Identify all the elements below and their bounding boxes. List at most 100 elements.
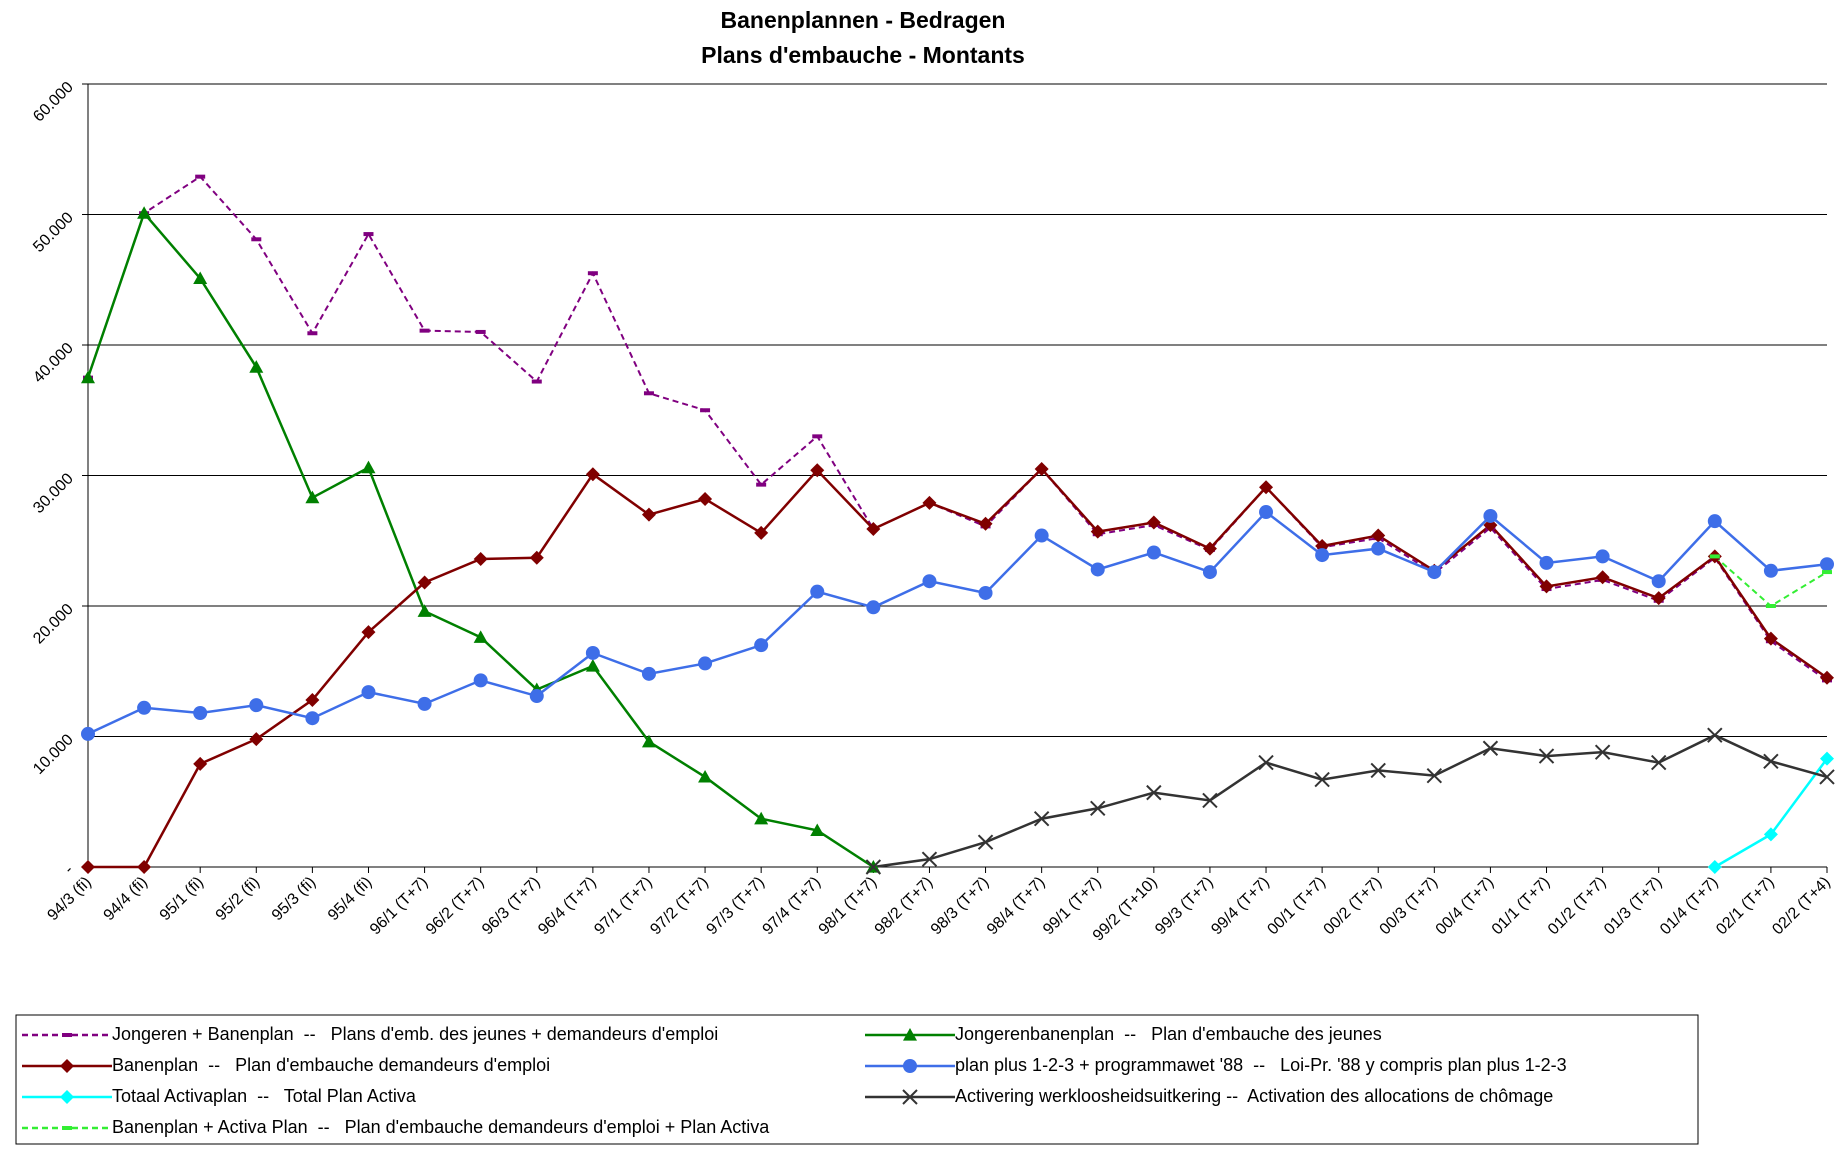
marker — [361, 460, 376, 474]
marker — [921, 851, 938, 867]
x-tick-label: 94/4 (fi) — [101, 874, 151, 924]
marker — [1033, 811, 1050, 827]
x-tick-label: 01/3 (T+7) — [1601, 874, 1666, 939]
x-tick-label: 95/2 (fi) — [213, 874, 263, 924]
marker — [641, 507, 656, 522]
marker — [978, 585, 993, 600]
x-tick-label: 96/4 (T+7) — [535, 874, 600, 939]
marker — [531, 379, 542, 384]
y-tick-label: 50.000 — [30, 209, 77, 256]
marker — [1820, 751, 1834, 766]
series-line — [87, 510, 1828, 736]
y-tick-label: 60.000 — [30, 79, 77, 126]
x-tick-label: 97/3 (T+7) — [703, 874, 768, 939]
x-tick-label: 99/3 (T+7) — [1152, 874, 1217, 939]
marker — [529, 550, 544, 565]
marker — [363, 232, 374, 237]
marker — [1707, 727, 1723, 743]
x-tick-label: 96/1 (T+7) — [367, 874, 432, 939]
marker — [1034, 461, 1049, 476]
x-tick-label: 96/2 (T+7) — [423, 874, 488, 939]
marker — [62, 1126, 72, 1130]
marker — [1763, 563, 1778, 578]
marker — [1763, 631, 1778, 646]
marker — [643, 391, 654, 396]
marker — [249, 698, 264, 713]
series-line — [87, 175, 1828, 682]
marker — [1820, 557, 1834, 572]
marker — [249, 732, 264, 747]
marker — [754, 525, 769, 540]
marker — [251, 237, 262, 242]
marker — [1651, 754, 1667, 771]
marker — [1819, 769, 1835, 785]
marker — [305, 692, 320, 707]
marker — [195, 174, 206, 179]
x-tick-label: 00/3 (T+7) — [1377, 874, 1442, 939]
marker — [137, 206, 152, 219]
marker — [249, 360, 264, 373]
x-tick-label: 01/1 (T+7) — [1489, 874, 1554, 939]
marker — [810, 463, 825, 478]
x-tick-label: 99/4 (T+7) — [1208, 874, 1273, 939]
marker — [473, 552, 488, 567]
marker — [473, 630, 488, 643]
marker — [419, 328, 430, 333]
marker — [417, 604, 432, 617]
y-tick-label: 30.000 — [30, 470, 77, 517]
marker — [585, 645, 600, 660]
marker — [865, 859, 882, 875]
marker — [903, 1028, 917, 1041]
marker — [641, 734, 656, 748]
marker — [1314, 771, 1330, 788]
marker — [1090, 562, 1105, 577]
marker — [756, 482, 767, 487]
y-tick-label: 10.000 — [30, 731, 77, 778]
marker — [473, 673, 488, 688]
x-tick-label: 96/3 (T+7) — [479, 874, 544, 939]
legend-label: Jongerenbanenplan -- Plan d'embauche des… — [955, 1024, 1382, 1044]
marker — [1822, 570, 1832, 575]
marker — [81, 726, 95, 741]
marker — [978, 516, 993, 531]
marker — [81, 860, 95, 874]
x-tick-label: 97/4 (T+7) — [760, 874, 825, 939]
marker — [1765, 604, 1776, 608]
marker — [922, 495, 937, 510]
marker — [700, 408, 711, 413]
marker — [1595, 570, 1610, 585]
legend-label: Activering werkloosheidsuitkering -- Act… — [955, 1086, 1553, 1106]
legend-label: Totaal Activaplan -- Total Plan Activa — [112, 1086, 417, 1106]
marker — [866, 600, 881, 615]
x-tick-label: 98/4 (T+7) — [984, 874, 1049, 939]
marker — [1539, 555, 1554, 570]
marker — [866, 522, 881, 537]
marker — [1709, 554, 1720, 559]
marker — [305, 711, 320, 726]
marker — [1090, 800, 1106, 816]
legend-label: plan plus 1-2-3 + programmawet '88 -- Lo… — [955, 1055, 1567, 1075]
marker — [810, 823, 825, 837]
marker — [1763, 753, 1779, 770]
x-tick-label: 02/2 (T+4) — [1769, 874, 1834, 939]
x-tick-label: 01/2 (T+7) — [1545, 874, 1610, 939]
legend-label: Banenplan + Activa Plan -- Plan d'embauc… — [112, 1117, 770, 1137]
marker — [1202, 792, 1218, 809]
marker — [417, 575, 432, 590]
marker — [1258, 754, 1274, 771]
marker — [1202, 541, 1217, 556]
x-tick-label: 97/1 (T+7) — [591, 874, 656, 939]
marker — [902, 1089, 918, 1105]
marker — [60, 1059, 74, 1073]
y-tick-label: - — [61, 862, 77, 878]
series-line — [873, 733, 1828, 869]
marker — [1371, 528, 1386, 543]
x-tick-label: 98/2 (T+7) — [872, 874, 937, 939]
chart-title: Banenplannen - Bedragen — [721, 7, 1006, 33]
marker — [977, 834, 994, 850]
marker — [137, 860, 152, 874]
x-tick-label: 95/3 (fi) — [269, 874, 319, 924]
x-tick-label: 00/2 (T+7) — [1321, 874, 1386, 939]
marker — [137, 700, 152, 715]
marker — [903, 1059, 917, 1073]
